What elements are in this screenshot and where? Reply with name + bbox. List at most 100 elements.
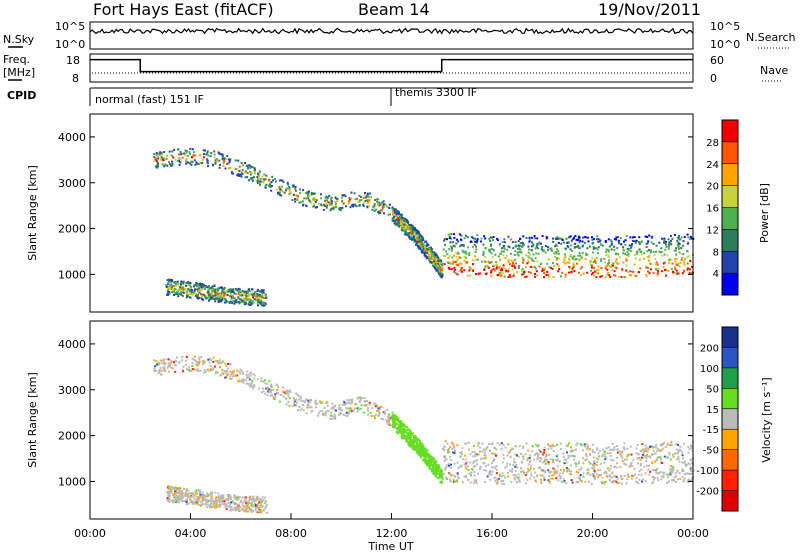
echo-point bbox=[612, 459, 615, 462]
echo-point bbox=[656, 467, 659, 470]
echo-point bbox=[496, 480, 499, 483]
echo-point bbox=[388, 213, 391, 216]
echo-point bbox=[196, 370, 199, 373]
echo-point bbox=[664, 240, 667, 243]
echo-point bbox=[310, 191, 313, 194]
echo-point bbox=[675, 247, 678, 250]
echo-point bbox=[659, 457, 662, 460]
echo-point bbox=[249, 298, 252, 301]
echo-point bbox=[260, 380, 263, 383]
echo-point bbox=[555, 243, 558, 246]
echo-point bbox=[213, 296, 216, 299]
echo-point bbox=[262, 294, 265, 297]
echo-point bbox=[430, 469, 433, 472]
echo-point bbox=[322, 203, 325, 206]
echo-point bbox=[272, 179, 275, 182]
echo-point bbox=[550, 266, 552, 269]
echo-point bbox=[298, 398, 300, 401]
echo-point bbox=[517, 244, 520, 247]
x-tick-label: 12:00 bbox=[376, 527, 408, 540]
echo-point bbox=[421, 452, 424, 455]
echo-point bbox=[218, 293, 221, 296]
echo-point bbox=[683, 477, 686, 480]
echo-point bbox=[646, 235, 649, 238]
echo-point bbox=[403, 431, 406, 434]
echo-point bbox=[424, 459, 427, 462]
echo-point bbox=[213, 284, 216, 287]
echo-point bbox=[193, 159, 196, 162]
echo-point bbox=[565, 261, 568, 264]
echo-point bbox=[660, 251, 663, 254]
echo-point bbox=[251, 291, 254, 294]
echo-point bbox=[166, 499, 169, 502]
echo-point bbox=[347, 202, 350, 205]
echo-point bbox=[626, 248, 629, 250]
echo-point bbox=[373, 417, 376, 420]
echo-point bbox=[255, 497, 258, 500]
echo-point bbox=[307, 194, 309, 197]
echo-point bbox=[334, 205, 337, 208]
echo-point bbox=[610, 476, 612, 479]
echo-point bbox=[400, 225, 402, 228]
echo-point bbox=[417, 243, 420, 246]
echo-point bbox=[345, 402, 348, 405]
echo-point bbox=[253, 172, 256, 175]
echo-point bbox=[687, 236, 690, 239]
echo-point bbox=[366, 400, 368, 403]
cpid-label: CPID bbox=[7, 89, 36, 102]
echo-point bbox=[501, 269, 504, 271]
echo-point bbox=[228, 495, 231, 498]
echo-point bbox=[156, 155, 159, 158]
echo-point bbox=[401, 229, 404, 232]
colorbar-tick-label: 20 bbox=[706, 182, 719, 193]
echo-point bbox=[191, 495, 194, 498]
echo-point bbox=[240, 509, 243, 512]
echo-point bbox=[636, 250, 639, 253]
echo-point bbox=[339, 407, 342, 409]
echo-point bbox=[474, 479, 477, 482]
echo-point bbox=[388, 414, 391, 417]
echo-point bbox=[520, 453, 522, 455]
echo-point bbox=[550, 447, 553, 450]
echo-point bbox=[450, 463, 452, 466]
echo-point bbox=[506, 462, 509, 465]
echo-point bbox=[229, 497, 232, 500]
echo-point bbox=[258, 501, 261, 504]
echo-point bbox=[202, 360, 204, 363]
echo-point bbox=[168, 500, 171, 503]
echo-point bbox=[442, 472, 445, 475]
echo-point bbox=[248, 164, 251, 167]
echo-point bbox=[400, 214, 403, 217]
echo-point bbox=[495, 448, 498, 451]
echo-point bbox=[483, 469, 486, 472]
echo-point bbox=[453, 270, 456, 273]
echo-point bbox=[587, 444, 590, 447]
echo-point bbox=[616, 457, 619, 459]
echo-point bbox=[255, 180, 258, 182]
echo-point bbox=[251, 387, 254, 390]
echo-point bbox=[409, 438, 412, 441]
echo-point bbox=[390, 207, 393, 210]
x-tick-label: 00:00 bbox=[74, 527, 106, 540]
echo-point bbox=[503, 241, 506, 244]
echo-point bbox=[173, 294, 176, 296]
echo-point bbox=[263, 304, 266, 307]
echo-point bbox=[395, 417, 398, 420]
echo-point bbox=[629, 445, 632, 448]
echo-point bbox=[341, 403, 344, 406]
echo-point bbox=[669, 468, 672, 471]
echo-point bbox=[429, 462, 432, 465]
echo-point bbox=[157, 157, 160, 160]
echo-point bbox=[393, 416, 395, 419]
echo-point bbox=[683, 264, 686, 267]
echo-point bbox=[244, 293, 247, 296]
echo-point bbox=[190, 370, 193, 372]
echo-point bbox=[388, 207, 391, 209]
echo-point bbox=[221, 288, 224, 291]
echo-point bbox=[231, 172, 234, 175]
echo-point bbox=[207, 503, 209, 506]
echo-point bbox=[629, 249, 632, 252]
echo-point bbox=[374, 405, 377, 408]
cpid-mode-normal: normal (fast) 151 IF bbox=[95, 93, 204, 106]
echo-point bbox=[565, 237, 568, 240]
